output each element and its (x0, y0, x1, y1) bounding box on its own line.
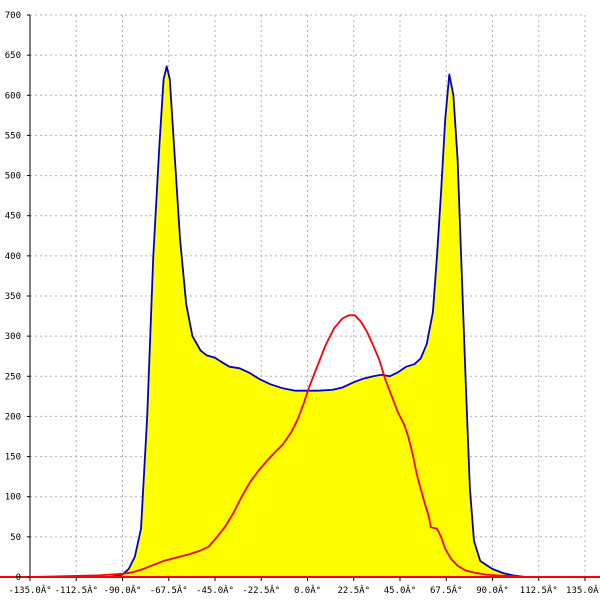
y-tick-label: 250 (5, 372, 21, 382)
x-tick-label: -135.0Â° (8, 584, 51, 596)
y-tick-label: 600 (5, 91, 21, 101)
x-tick-label: -90.0Â° (104, 584, 142, 596)
x-tick-label: -45.0Â° (196, 584, 234, 596)
x-tick-label: 0.0Â° (294, 584, 321, 596)
y-tick-label: 550 (5, 131, 21, 141)
series-lines (29, 65, 585, 578)
x-tick-label: 67.5Â° (430, 584, 463, 596)
series-1-area (110, 66, 526, 578)
series-1-line (110, 65, 526, 578)
tick-labels: 0 50 100 150 200 250 300 350 400 450 500 550 600 650 7… (5, 11, 600, 596)
y-tick-label: 400 (5, 252, 21, 262)
y-tick-label: 450 (5, 212, 21, 222)
y-tick-label: 350 (5, 292, 21, 302)
y-tick-label: 500 (5, 172, 21, 182)
x-tick-label: 22.5Â° (337, 584, 370, 596)
y-tick-label: 50 (10, 533, 21, 543)
x-tick-label: 112.5Â° (520, 584, 558, 596)
y-tick-label: 650 (5, 51, 21, 61)
y-tick-label: 200 (5, 412, 21, 422)
y-tick-label: 300 (5, 332, 21, 342)
axes (0, 14, 600, 581)
x-tick-label: 90.0Â° (476, 584, 509, 596)
series-area (110, 66, 526, 578)
x-tick-label: 135.0Â° (566, 584, 600, 596)
x-tick-label: -112.5Â° (55, 584, 98, 596)
x-tick-label: -22.5Â° (242, 584, 280, 596)
y-tick-label: 0 (16, 573, 21, 583)
y-tick-label: 700 (5, 11, 21, 21)
series-2-line (29, 314, 585, 578)
y-tick-label: 150 (5, 453, 21, 463)
x-tick-label: 45.0Â° (384, 584, 417, 596)
y-tick-label: 100 (5, 493, 21, 503)
x-tick-label: -67.5Â° (150, 584, 188, 596)
